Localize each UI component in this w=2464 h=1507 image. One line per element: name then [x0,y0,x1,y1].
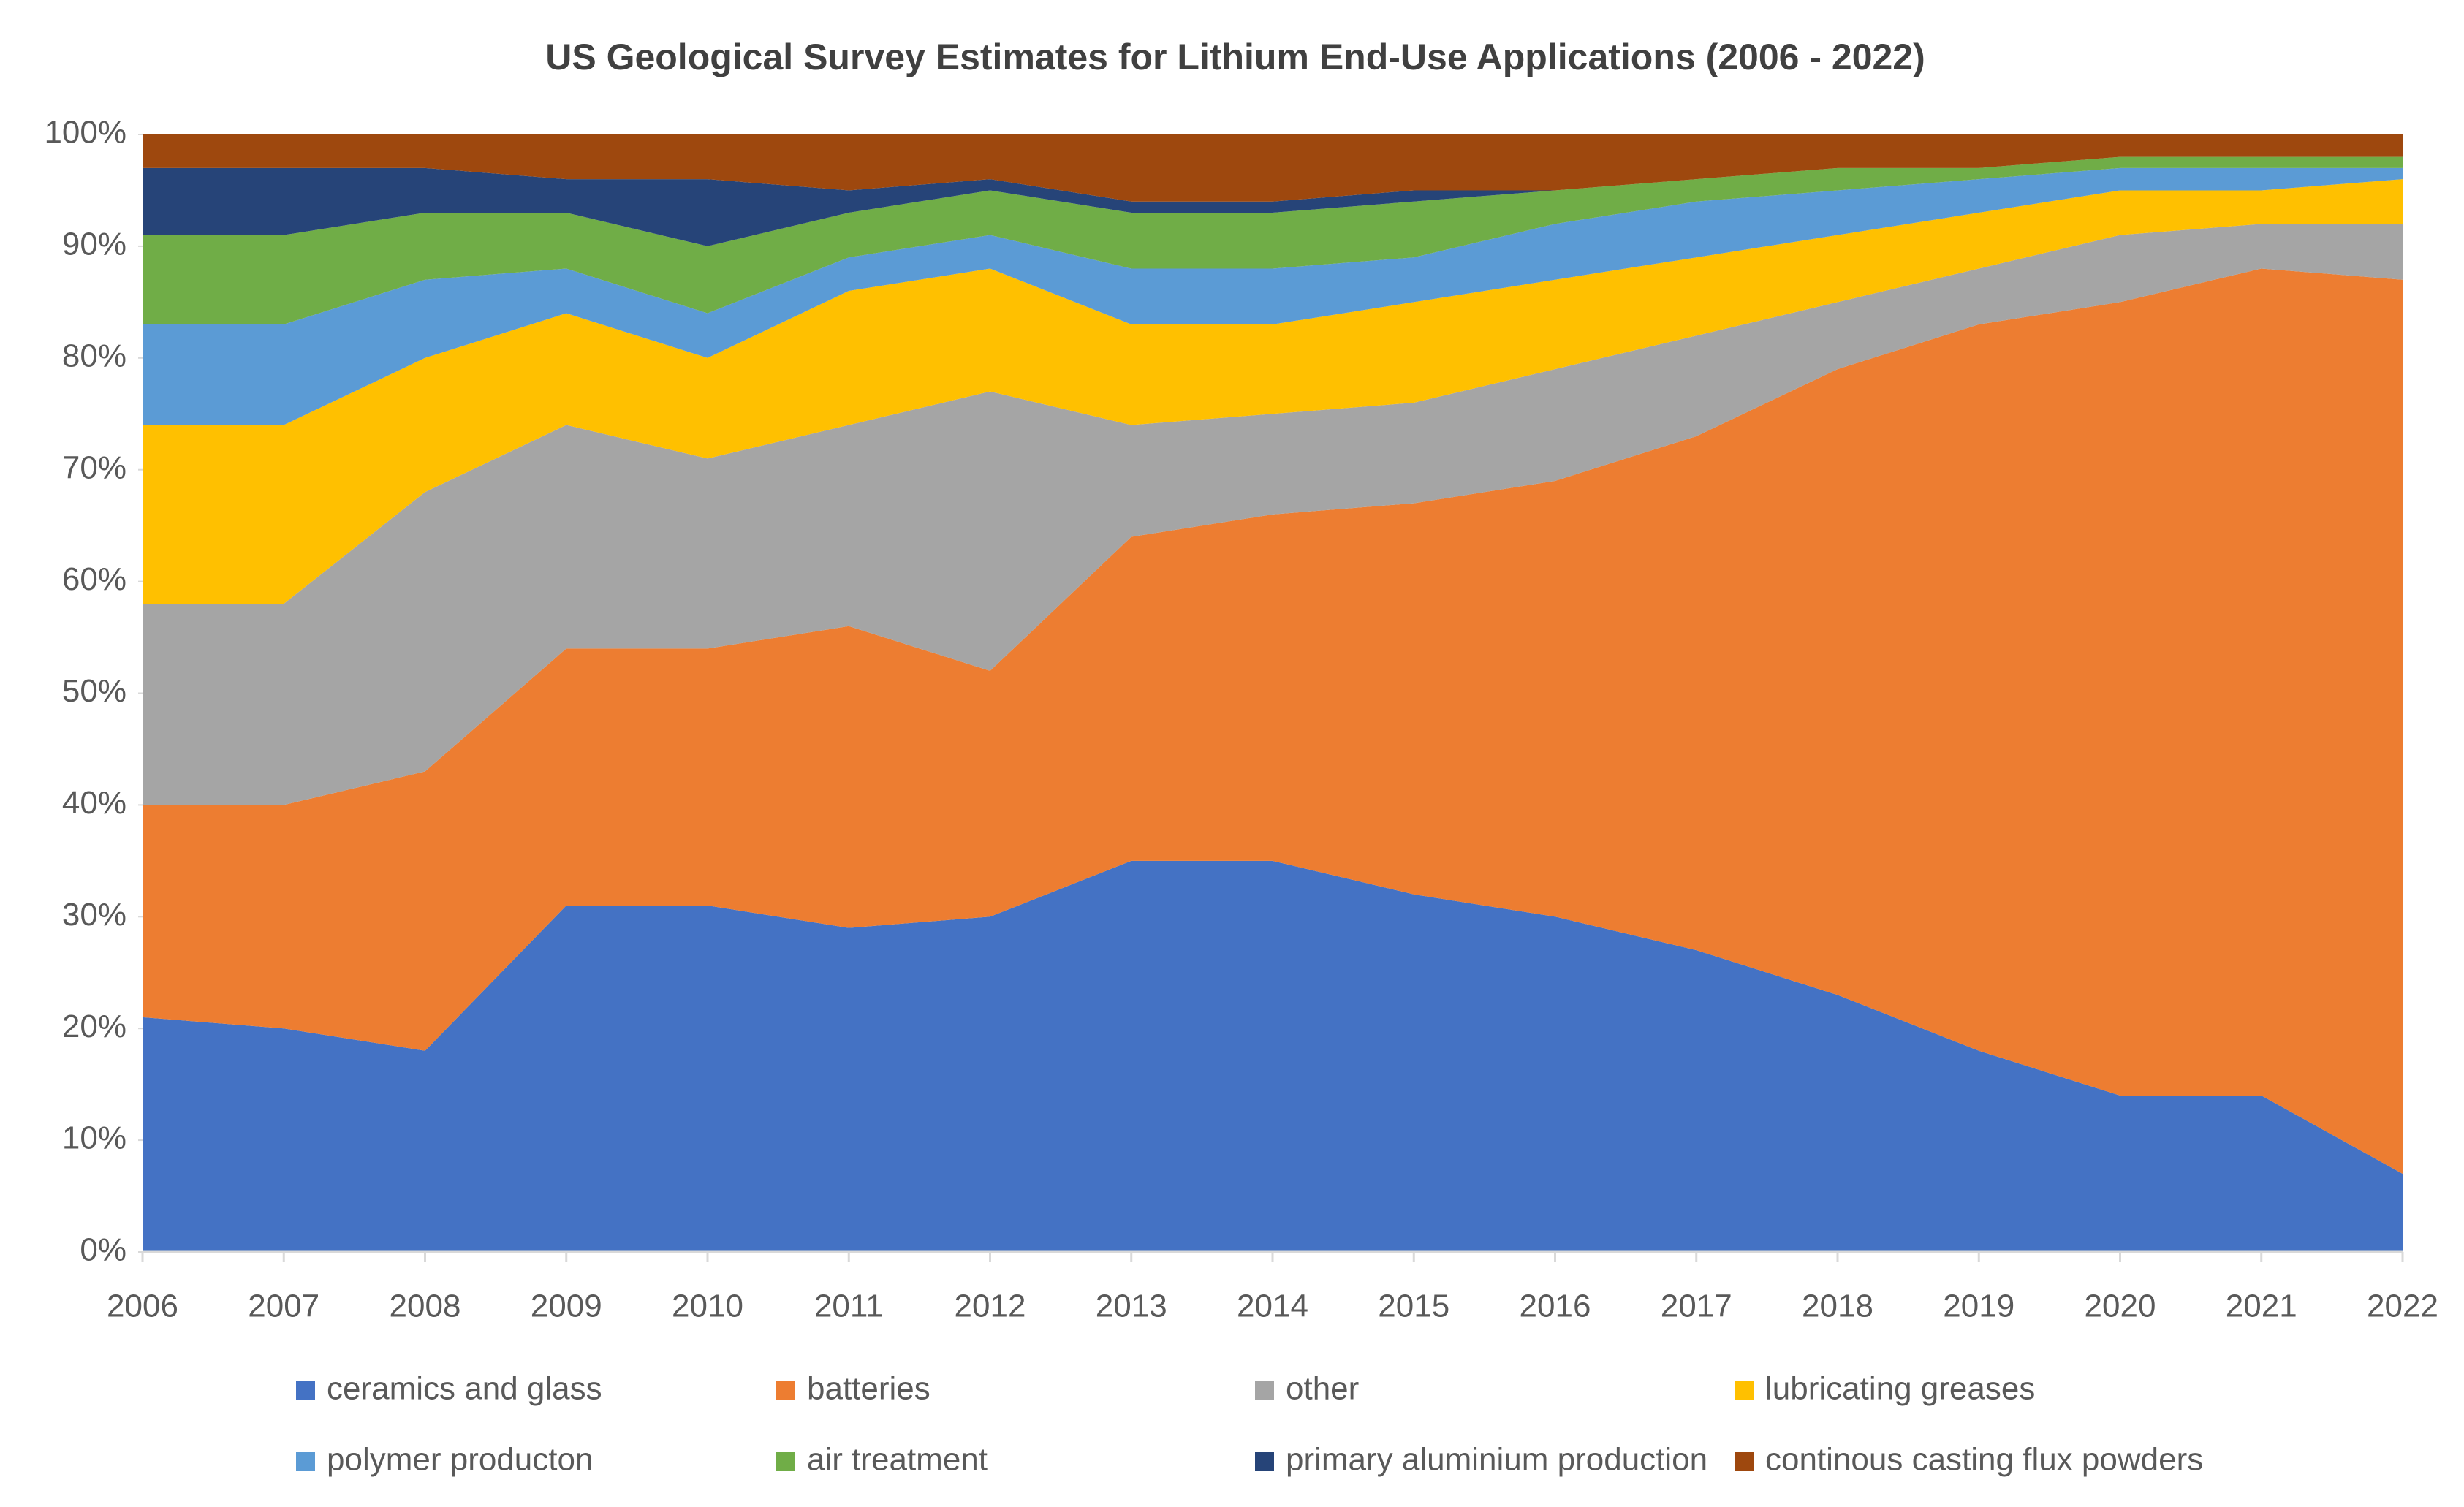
y-tick-label: 20% [62,1009,126,1044]
legend-label: continous casting flux powders [1765,1442,2203,1478]
y-tick-label: 50% [62,673,126,709]
area [143,134,2403,202]
x-tick-label: 2012 [955,1288,1026,1324]
legend-swatch [1735,1381,1754,1400]
legend-swatch [296,1452,315,1471]
x-tick-label: 2021 [2226,1288,2297,1324]
x-tick-label: 2016 [1520,1288,1591,1324]
x-tick-label: 2006 [107,1288,178,1324]
x-tick-label: 2015 [1378,1288,1449,1324]
area [143,268,2403,1174]
legend-swatch [776,1381,795,1400]
legend-label: other [1286,1371,1359,1407]
area [143,167,2403,425]
x-tick-label: 2010 [672,1288,743,1324]
x-tick-label: 2013 [1096,1288,1167,1324]
y-tick-label: 40% [62,785,126,821]
legend-label: air treatment [807,1442,988,1478]
x-tick-label: 2019 [1943,1288,2014,1324]
x-tick-label: 2022 [2367,1288,2438,1324]
legend-label: batteries [807,1371,930,1407]
legend-label: primary aluminium production [1286,1442,1707,1478]
legend-swatch [1255,1381,1274,1400]
area [143,860,2403,1252]
legend-swatch [1255,1452,1274,1471]
area [143,179,2403,604]
legend-swatch [1735,1452,1754,1471]
y-tick-label: 30% [62,897,126,933]
legend-label: lubricating greases [1765,1371,2035,1407]
y-tick-label: 0% [80,1232,126,1268]
x-tick-label: 2011 [814,1288,884,1324]
x-tick-label: 2018 [1802,1288,1873,1324]
y-tick-label: 60% [62,561,126,597]
chart-title: US Geological Survey Estimates for Lithi… [545,37,1925,77]
x-tick-label: 2014 [1237,1288,1308,1324]
legend-label: polymer producton [327,1442,593,1478]
area [143,224,2403,805]
legend-label: ceramics and glass [327,1371,602,1407]
legend-swatch [296,1381,315,1400]
y-tick-label: 100% [44,115,126,151]
y-tick-label: 10% [62,1120,126,1156]
y-tick-label: 90% [62,227,126,262]
legend-swatch [776,1452,795,1471]
y-tick-label: 70% [62,449,126,485]
x-tick-label: 2008 [390,1288,461,1324]
x-tick-label: 2017 [1661,1288,1732,1324]
x-tick-label: 2009 [531,1288,602,1324]
x-tick-label: 2020 [2085,1288,2156,1324]
x-tick-label: 2007 [248,1288,319,1324]
area [143,156,2403,324]
y-tick-label: 80% [62,338,126,373]
